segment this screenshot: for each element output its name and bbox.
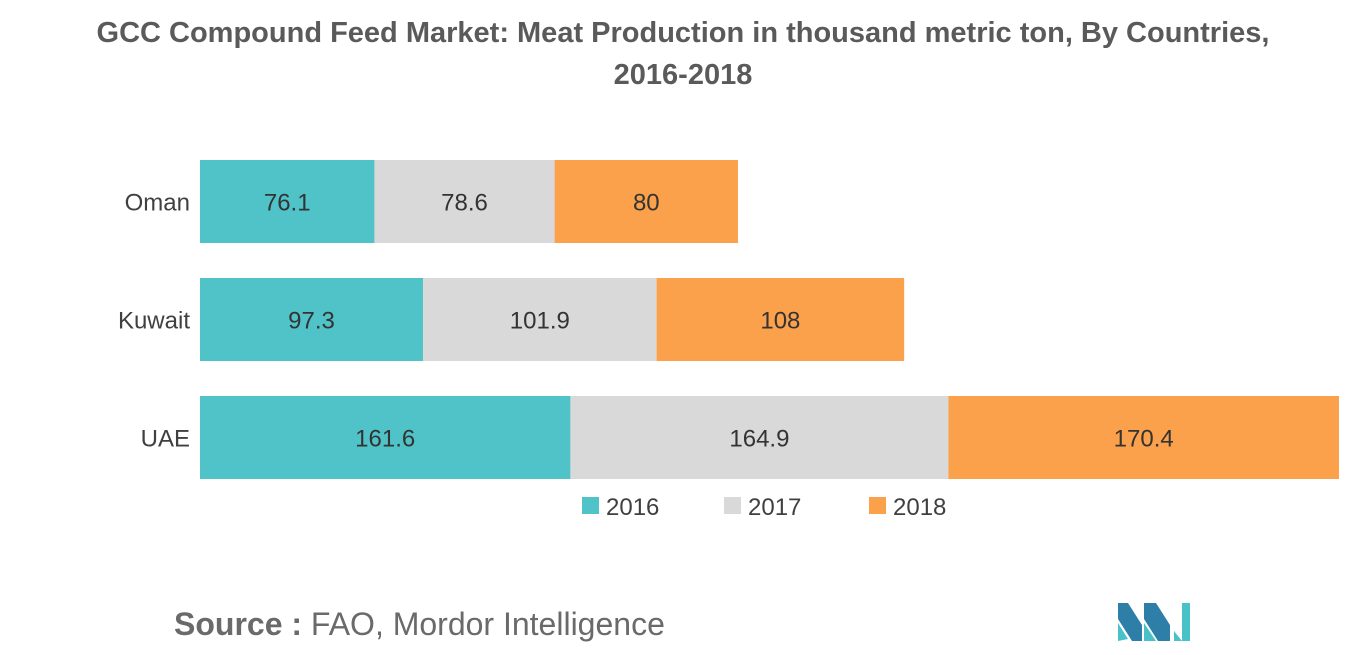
legend-swatch-2018	[869, 497, 886, 514]
source-text: FAO, Mordor Intelligence	[302, 606, 665, 642]
data-label-uae-2016: 161.6	[355, 426, 415, 453]
category-label-uae: UAE	[141, 426, 190, 453]
bar-oman-2016	[200, 160, 375, 243]
legend-swatch-2017	[724, 497, 741, 514]
data-label-oman-2017: 78.6	[441, 190, 488, 217]
legend-label-2017: 2017	[748, 494, 801, 521]
bar-uae-2016	[200, 396, 571, 479]
mordor-intelligence-logo	[1118, 603, 1190, 641]
data-label-oman-2018: 80	[633, 190, 660, 217]
category-label-kuwait: Kuwait	[118, 308, 190, 335]
legend-label-2016: 2016	[606, 494, 659, 521]
bar-kuwait-2016	[200, 278, 424, 361]
chart-title-line1: GCC Compound Feed Market: Meat Productio…	[96, 17, 1270, 49]
bar-uae-2017	[570, 396, 949, 479]
bar-kuwait-2018	[656, 278, 905, 361]
data-label-oman-2016: 76.1	[264, 190, 311, 217]
chart-title: GCC Compound Feed Market: Meat Productio…	[0, 12, 1366, 96]
chart-title-line2: 2016-2018	[613, 59, 753, 91]
data-label-kuwait-2016: 97.3	[288, 308, 335, 335]
bar-oman-2018	[554, 160, 738, 243]
legend-swatch-2016	[582, 497, 599, 514]
source-label: Source :	[174, 606, 303, 642]
data-label-kuwait-2017: 101.9	[510, 308, 570, 335]
legend-label-2018: 2018	[893, 494, 946, 521]
source-note: Source : FAO, Mordor Intelligence	[174, 606, 665, 643]
bar-oman-2017	[374, 160, 555, 243]
data-label-uae-2018: 170.4	[1114, 426, 1174, 453]
data-label-kuwait-2018: 108	[760, 308, 800, 335]
bar-uae-2018	[948, 396, 1339, 479]
category-label-oman: Oman	[125, 190, 190, 217]
data-label-uae-2017: 164.9	[729, 426, 789, 453]
bar-kuwait-2017	[423, 278, 657, 361]
